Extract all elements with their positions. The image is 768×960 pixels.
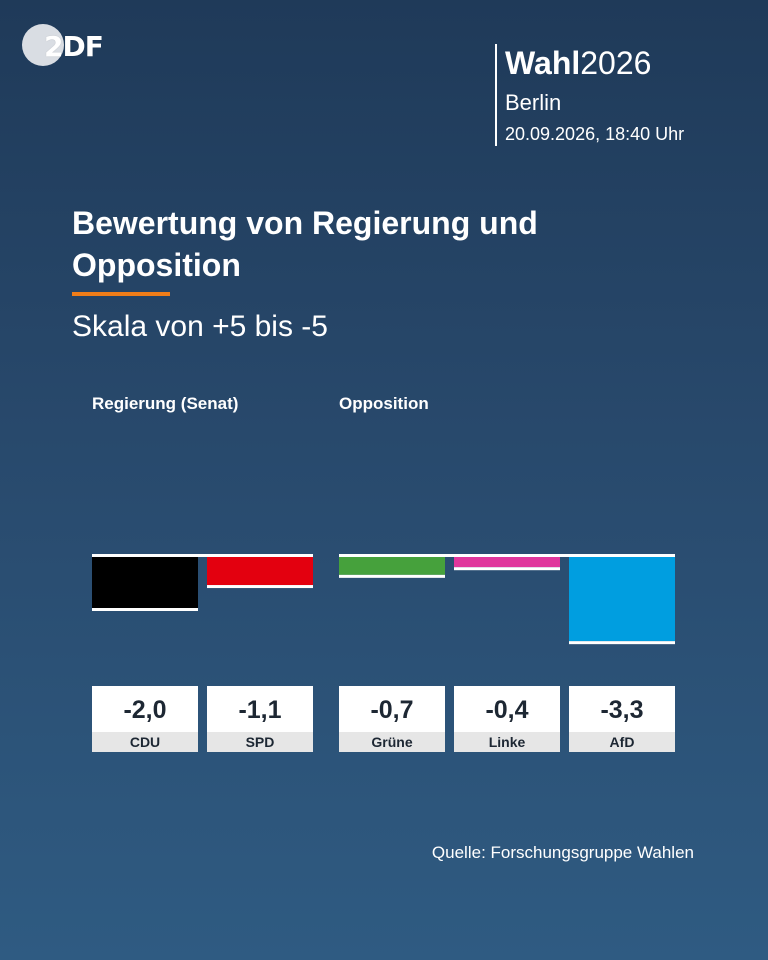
bar-grüne: [339, 557, 445, 575]
election-brand: Wahl2026: [505, 45, 652, 81]
bar-afd: [569, 557, 675, 642]
bar-end-line-afd: [569, 641, 675, 645]
bar-end-line-linke: [454, 567, 560, 571]
zdf-logo-text: 2DF: [44, 30, 104, 63]
election-header: Wahl2026 Berlin 20.09.2026, 18:40 Uhr: [495, 44, 684, 146]
election-datetime: 20.09.2026, 18:40 Uhr: [505, 124, 685, 144]
group-label-government: Regierung (Senat): [92, 394, 239, 413]
value-card-grüne: -0,7 Grüne: [339, 686, 445, 752]
category-label: CDU: [92, 732, 198, 752]
source-note: Quelle: Forschungsgruppe Wahlen: [431, 843, 694, 862]
value-card-spd: -1,1 SPD: [207, 686, 313, 752]
category-label: SPD: [207, 732, 313, 752]
bar-spd: [207, 557, 313, 586]
chart-subtitle: Skala von +5 bis -5: [72, 310, 328, 343]
bar-cdu: [92, 557, 198, 608]
value-card-linke: -0,4 Linke: [454, 686, 560, 752]
category-label: AfD: [569, 732, 675, 752]
data-label: -0,7: [339, 686, 445, 732]
group-label-opposition: Opposition: [339, 394, 429, 413]
bar-end-line-grüne: [339, 574, 445, 578]
title-accent-line: [72, 292, 170, 296]
category-label: Linke: [454, 732, 560, 752]
zero-line-0: [92, 554, 313, 557]
value-card-cdu: -2,0 CDU: [92, 686, 198, 752]
data-label: -2,0: [92, 686, 198, 732]
zdf-logo: 2DF: [22, 24, 106, 68]
election-city: Berlin: [505, 90, 562, 115]
zdf-logo-circle: [22, 24, 64, 66]
data-label: -1,1: [207, 686, 313, 732]
bar-end-line-spd: [207, 585, 313, 589]
zero-line-1: [339, 554, 675, 557]
bar-chart: [92, 554, 675, 645]
data-label: -0,4: [454, 686, 560, 732]
bar-linke: [454, 557, 560, 568]
bar-end-line-cdu: [92, 608, 198, 611]
category-label: Grüne: [339, 732, 445, 752]
data-label: -3,3: [569, 686, 675, 732]
value-card-afd: -3,3 AfD: [569, 686, 675, 752]
chart-title: Bewertung von Regierung und Opposition: [72, 205, 538, 283]
